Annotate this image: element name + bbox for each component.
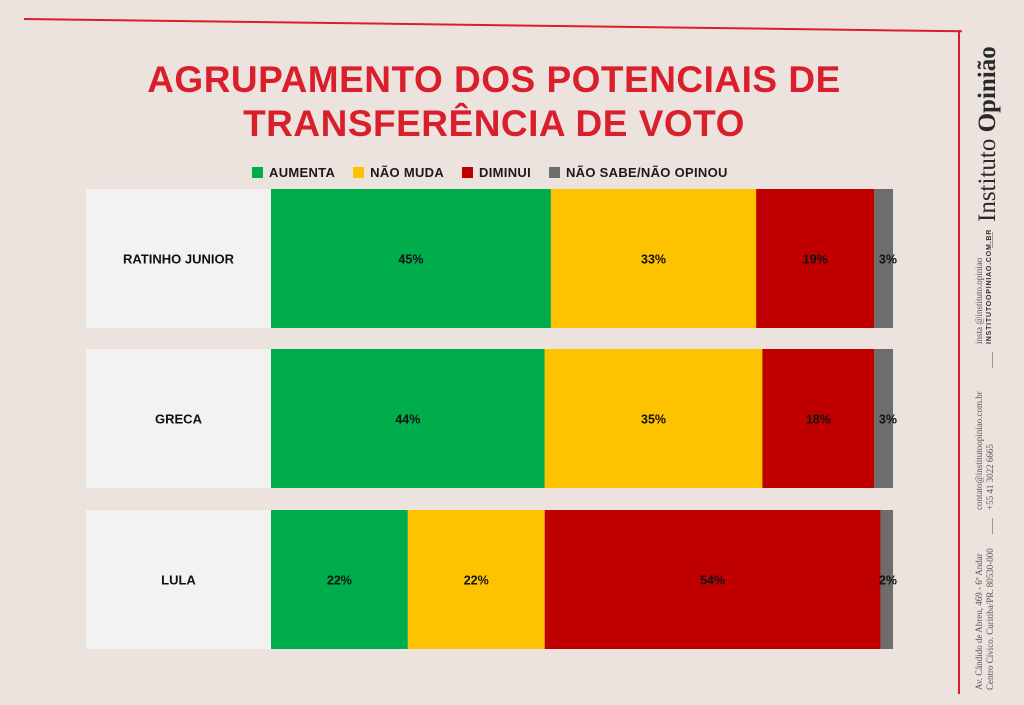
brand-logo: Instituto Opinião [974, 22, 1014, 222]
bar-segment-ratinho-junior-aumenta [271, 189, 551, 328]
data-label-greca-nao-sabe-nao-opinou: 3% [879, 413, 897, 427]
brand-part-2: Opinião [974, 46, 1001, 133]
legend-item-nao-muda: NÃO MUDA [353, 165, 444, 180]
bar-segment-lula-aumenta [271, 510, 408, 649]
bar-segment-greca-diminui [762, 349, 875, 488]
bar-segment-lula-diminui [544, 510, 881, 649]
address-line-1: Av. Cândido de Abreu, 469 - 6º Andar [974, 553, 984, 690]
bar-segment-lula-nao-muda [407, 510, 545, 649]
side-divider-2 [992, 352, 993, 368]
category-label-box-lula [86, 510, 271, 649]
contact-email: contato@institutoopiniao.com.br [974, 391, 984, 510]
brand-part-1: Instituto [974, 138, 1001, 222]
category-label-ratinho-junior: RATINHO JUNIOR [123, 252, 235, 267]
data-label-greca-aumenta: 44% [395, 413, 420, 427]
frame-right-line [958, 30, 960, 694]
data-label-lula-diminui: 54% [700, 574, 725, 588]
bar-segment-ratinho-junior-nao-muda [550, 189, 757, 328]
data-label-greca-nao-muda: 35% [641, 413, 666, 427]
category-label-box-ratinho-junior [86, 189, 271, 328]
legend-item-nao-sabe: NÃO SABE/NÃO OPINOU [548, 164, 728, 180]
legend-label-aumenta: AUMENTA [269, 164, 336, 180]
legend-label-nao-muda: NÃO MUDA [370, 164, 445, 180]
chart-title: AGRUPAMENTO DOS POTENCIAIS DE TRANSFERÊN… [0, 58, 988, 146]
social-block: insta @instituto.opiniao INSTITUTOOPINIA… [974, 228, 1014, 344]
data-label-lula-nao-muda: 22% [464, 574, 489, 588]
bar-segment-ratinho-junior-nao-sabe-nao-opinou [874, 189, 893, 328]
legend-swatch-diminui [462, 166, 474, 178]
data-label-ratinho-junior-diminui: 19% [803, 253, 828, 267]
chart-title-line-1: AGRUPAMENTO DOS POTENCIAIS DE [147, 59, 841, 100]
legend-swatch-aumenta [252, 166, 263, 178]
data-label-ratinho-junior-nao-sabe-nao-opinou: 3% [879, 253, 897, 267]
legend-label-nao-sabe: NÃO SABE/NÃO OPINOU [565, 164, 728, 180]
category-label-greca: GRECA [155, 412, 203, 427]
social-site: INSTITUTOOPINIAO.COM.BR [986, 228, 993, 344]
bar-segment-greca-aumenta [271, 349, 545, 488]
category-label-lula: LULA [161, 573, 196, 588]
legend-swatch-nao-sabe [548, 166, 560, 178]
bar-segment-greca-nao-muda [544, 349, 763, 488]
side-divider-1 [992, 232, 993, 248]
data-label-ratinho-junior-nao-muda: 33% [641, 253, 666, 267]
contact-block: contato@institutoopiniao.com.br +55 41 3… [974, 372, 1014, 510]
chart-legend: AUMENTA NÃO MUDA DIMINUI NÃO SABE/NÃO OP… [252, 162, 746, 182]
category-label-box-greca [86, 349, 271, 488]
bar-segment-ratinho-junior-diminui [756, 189, 875, 328]
legend-label-diminui: DIMINUI [479, 164, 531, 180]
side-divider-3 [992, 518, 993, 534]
legend-swatch-nao-muda [353, 166, 365, 178]
contact-phone: +55 41 3022 6665 [985, 444, 995, 510]
legend-item-aumenta: AUMENTA [252, 165, 335, 180]
bar-segment-lula-nao-sabe-nao-opinou [880, 510, 893, 649]
data-label-lula-aumenta: 22% [327, 574, 352, 588]
social-insta: insta @instituto.opiniao [974, 257, 984, 344]
address-block: Av. Cândido de Abreu, 469 - 6º Andar Cen… [974, 540, 1014, 690]
chart-title-line-2: TRANSFERÊNCIA DE VOTO [243, 103, 745, 144]
data-label-greca-diminui: 18% [806, 413, 831, 427]
address-line-2: Centro Cívico. Curitiba/PR. 80530-000 [985, 548, 995, 690]
bar-segment-greca-nao-sabe-nao-opinou [874, 349, 893, 488]
data-label-ratinho-junior-aumenta: 45% [398, 253, 423, 267]
legend-item-diminui: DIMINUI [462, 165, 531, 180]
data-label-lula-nao-sabe-nao-opinou: 2% [879, 574, 897, 588]
